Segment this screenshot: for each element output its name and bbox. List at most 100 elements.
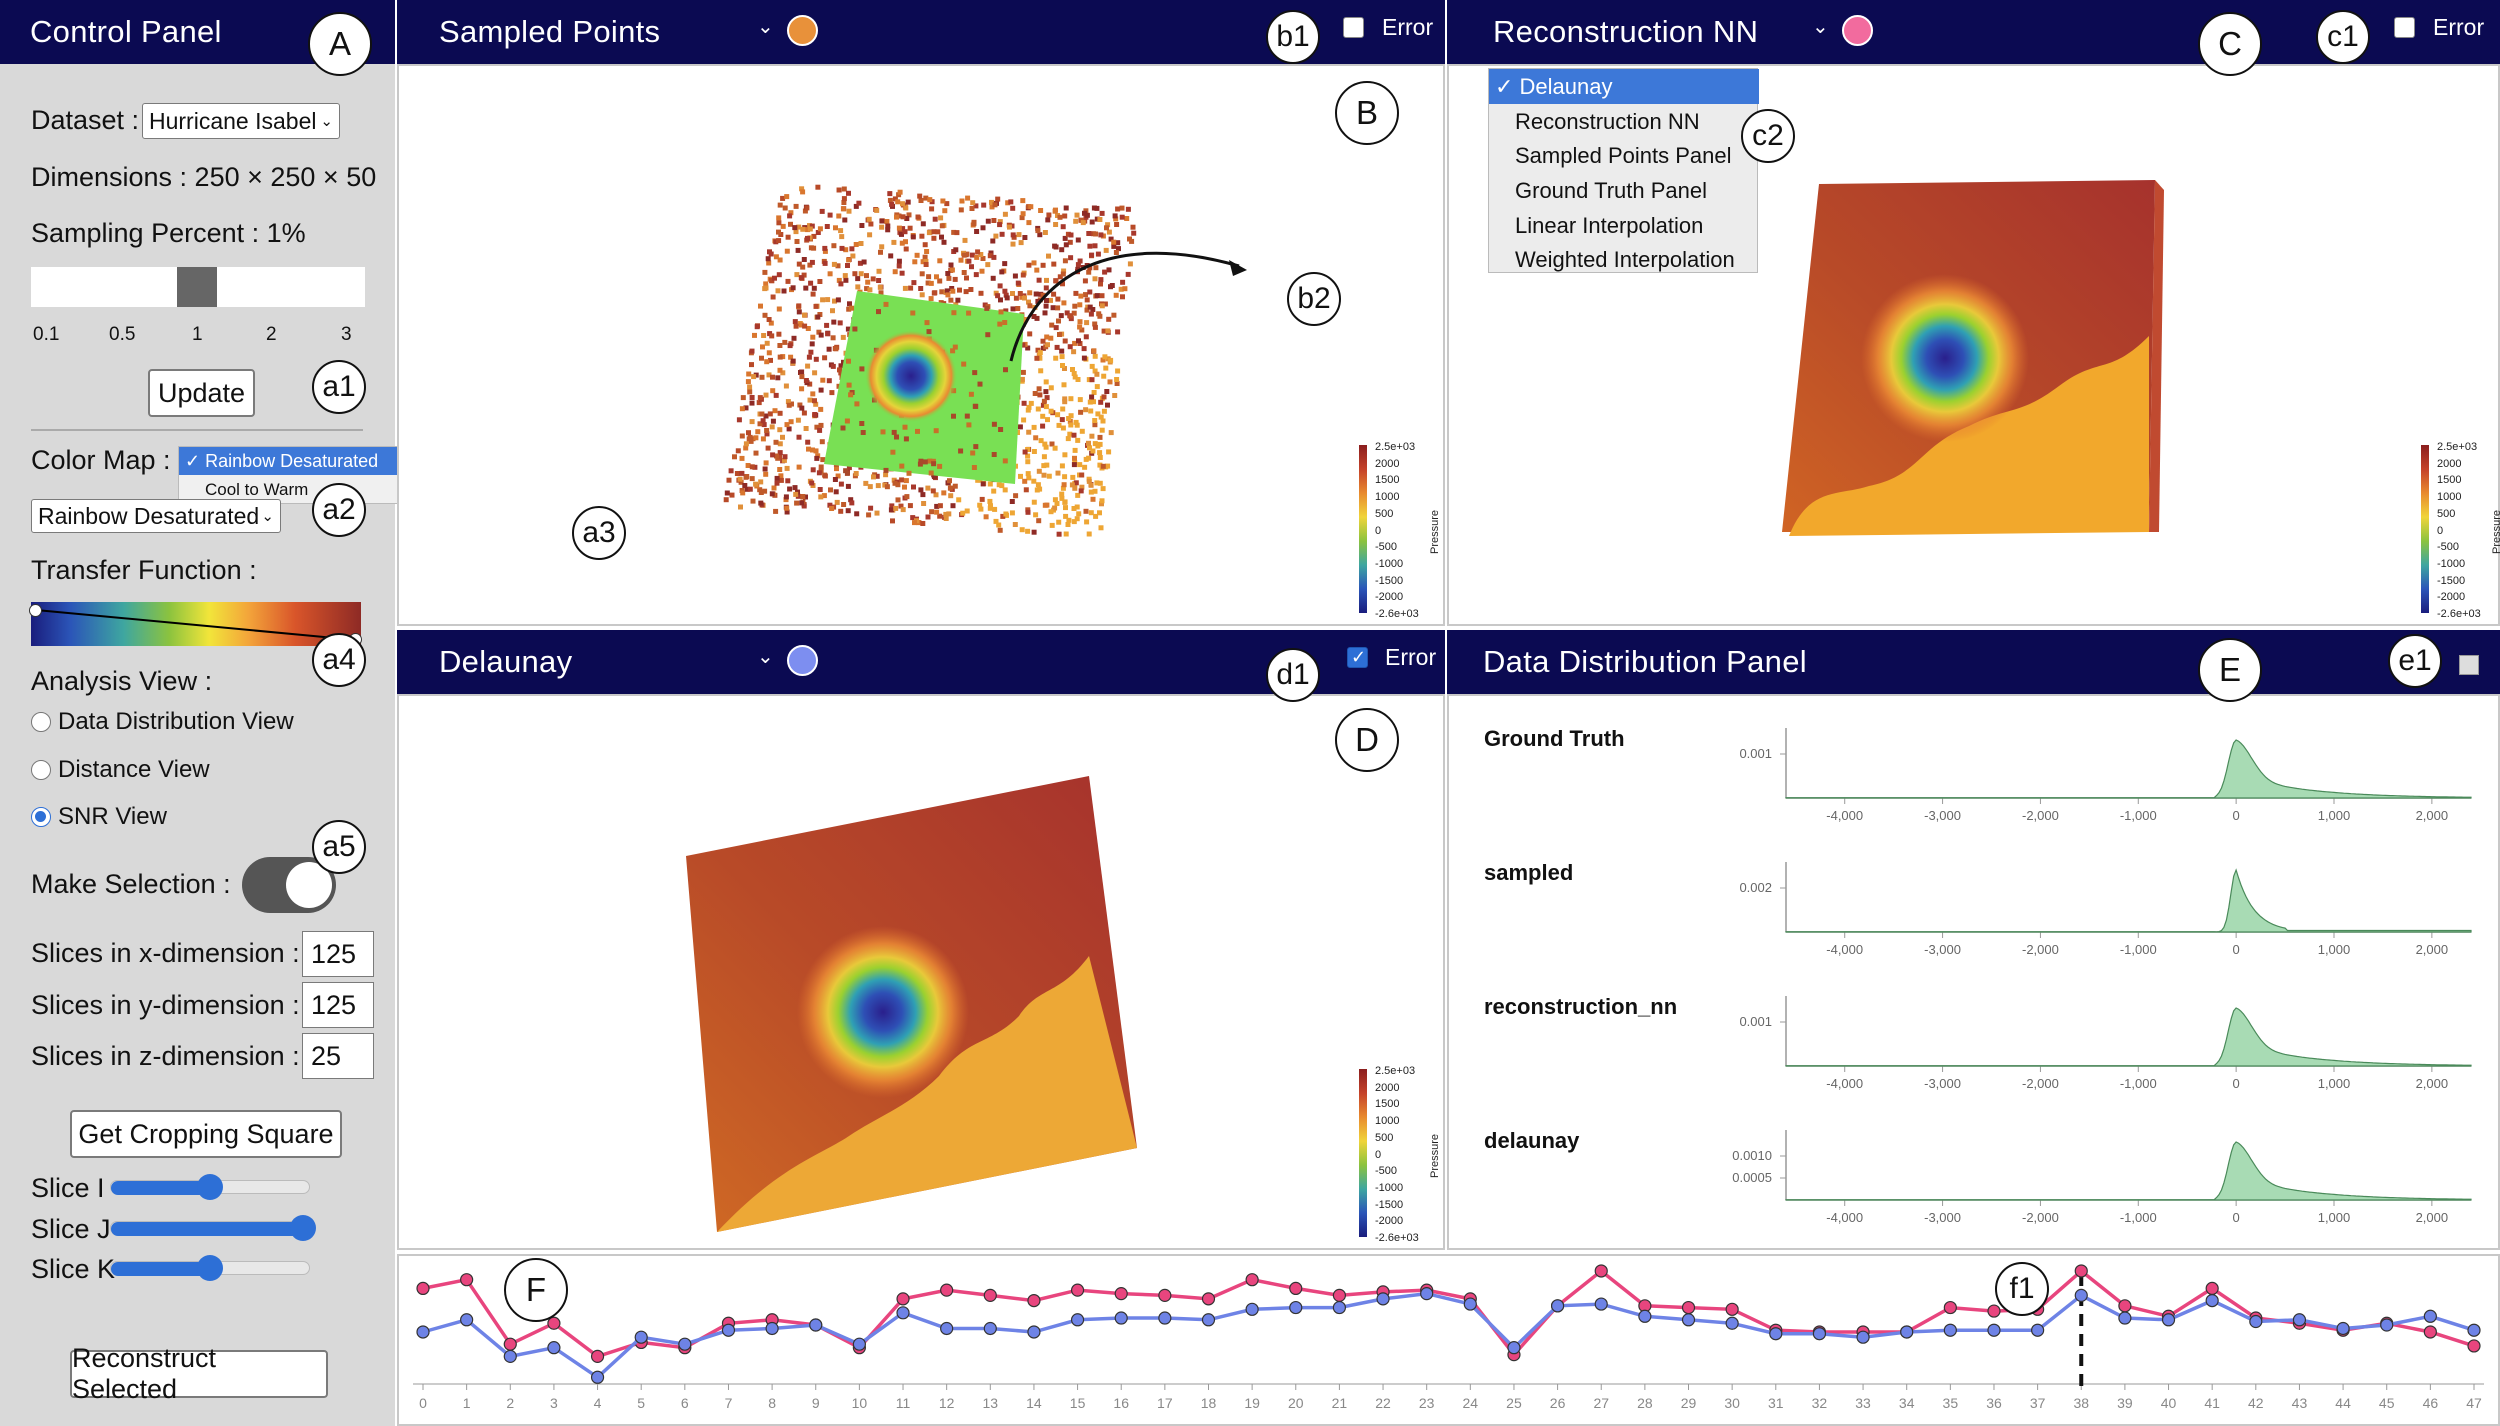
radio-distance[interactable] (31, 760, 51, 780)
distribution-plots: Ground Truth 0.001 -4,000 -3,000 -2,000 -1,00… (1484, 726, 2472, 1225)
chevron-down-icon[interactable]: ⌄ (757, 646, 774, 668)
dataset-select[interactable]: Hurricane Isabel ⌄ (142, 103, 340, 139)
update-button[interactable]: Update (148, 369, 255, 417)
get-cropping-square-button[interactable]: Get Cropping Square (70, 1110, 342, 1158)
sampling-slider-handle[interactable] (177, 267, 217, 307)
sample-point (978, 252, 984, 257)
sample-point (955, 297, 961, 303)
sample-point (805, 326, 811, 331)
sample-point (1101, 328, 1107, 334)
sample-point (747, 389, 753, 395)
sample-point (773, 439, 779, 445)
sample-point (1060, 224, 1066, 230)
sample-point (817, 279, 823, 284)
sampled-points-view[interactable]: 2.5e+03 2000 1500 1000 500 0 -500 -1000 -1500 -20… (397, 64, 1445, 626)
colorbar-tick-label: 500 (1375, 507, 1394, 520)
sample-point (891, 239, 897, 245)
slider-knob[interactable] (290, 1215, 317, 1241)
sample-point (1092, 422, 1098, 428)
sample-point (985, 332, 991, 338)
sample-point (922, 459, 928, 465)
error-checkbox[interactable] (1347, 647, 1368, 668)
sample-point (760, 344, 765, 350)
dropdown-item[interactable]: Reconstruction NN (1515, 108, 1700, 134)
error-checkbox[interactable] (1343, 17, 1364, 38)
reconstruction-nn-title: Reconstruction NN (1493, 14, 1759, 49)
sampling-slider[interactable] (31, 267, 365, 307)
sample-point (982, 302, 988, 308)
transfer-control-point[interactable] (29, 604, 42, 617)
dropdown-item[interactable]: Weighted Interpolation (1515, 246, 1735, 272)
reconstruction-nn-view[interactable]: ✓ Delaunay Reconstruction NN Sampled Poi… (1447, 64, 2500, 626)
color-map-select[interactable]: Rainbow Desaturated ⌄ (31, 499, 281, 533)
sample-point (831, 243, 837, 249)
sample-point (776, 215, 782, 221)
slice-i-slider[interactable] (110, 1174, 310, 1200)
dropdown-item[interactable]: Linear Interpolation (1515, 212, 1704, 238)
hurricane-eye (797, 926, 969, 1098)
slice-k-slider[interactable] (110, 1255, 310, 1281)
slices-y-input[interactable]: 125 (302, 982, 374, 1028)
sample-point (842, 217, 848, 223)
chevron-down-icon[interactable]: ⌄ (757, 16, 774, 38)
chevron-down-icon[interactable]: ⌄ (1812, 16, 1829, 38)
slider-knob[interactable] (197, 1174, 223, 1200)
dropdown-item[interactable]: ✓ Delaunay (1489, 69, 1759, 104)
sample-point (803, 426, 809, 431)
x-tick-label: -3,000 (1924, 808, 1961, 823)
x-tick-label: 9 (812, 1395, 820, 1411)
expand-icon[interactable] (2459, 655, 2479, 675)
distribution-view: Ground Truth 0.001 -4,000 -3,000 -2,000 -1,00… (1447, 694, 2500, 1250)
data-point (547, 1316, 561, 1330)
sample-point (751, 374, 757, 380)
reconstruct-selected-button[interactable]: Reconstruct Selected (70, 1343, 328, 1404)
sample-point (838, 508, 844, 514)
sample-point (828, 487, 833, 493)
sample-point (1043, 285, 1049, 291)
data-point (2423, 1325, 2437, 1339)
sample-point (811, 233, 817, 239)
sample-point (971, 465, 977, 470)
slider-knob[interactable] (197, 1255, 223, 1281)
dropdown-item[interactable]: Ground Truth Panel (1515, 177, 1708, 203)
color-map-option[interactable]: ✓ Rainbow Desaturated (179, 447, 399, 475)
sample-point (787, 343, 793, 349)
sample-point (790, 285, 796, 291)
slices-z-input[interactable]: 25 (302, 1033, 374, 1079)
sample-point (815, 230, 821, 235)
sample-point (829, 506, 835, 511)
slice-j-slider[interactable] (110, 1215, 317, 1241)
panel-color-dot[interactable] (1842, 15, 1873, 46)
sample-point (764, 431, 770, 437)
data-point (1550, 1299, 1565, 1313)
slices-x-input[interactable]: 125 (302, 931, 374, 977)
dataset-label: Dataset : (31, 105, 140, 135)
error-checkbox[interactable] (2394, 17, 2415, 38)
sample-point (1031, 260, 1037, 266)
sample-point (788, 221, 793, 227)
delaunay-view[interactable]: 2.5e+03 2000 1500 1000 500 0 -500 -1000 -1500 -20… (397, 694, 1445, 1250)
color-map-option[interactable]: Cool to Warm (205, 480, 309, 499)
data-point (416, 1325, 430, 1339)
transfer-function-editor[interactable] (29, 602, 362, 646)
sample-point (853, 242, 859, 247)
sample-point (858, 241, 864, 246)
data-point (1332, 1300, 1347, 1315)
dropdown-item[interactable]: Sampled Points Panel (1515, 142, 1732, 168)
sample-point (1059, 495, 1065, 501)
sample-point (1077, 397, 1083, 403)
data-point (1158, 1311, 1172, 1325)
panel-color-dot[interactable] (787, 645, 818, 676)
sample-point (887, 191, 893, 197)
sample-point (990, 275, 996, 281)
x-tick-label: 2 (506, 1395, 514, 1411)
sample-point (864, 273, 869, 279)
pressure-colorbar: 2.5e+03 2000 1500 1000 500 0 -500 -1000 -1500 -20… (2421, 439, 2500, 620)
radio-snr[interactable] (31, 807, 51, 827)
sample-point (1036, 353, 1042, 358)
x-tick-label: 27 (1593, 1395, 1609, 1411)
sample-point (762, 269, 768, 275)
sample-point (787, 213, 793, 219)
radio-data-distribution[interactable] (31, 712, 51, 732)
panel-color-dot[interactable] (787, 15, 818, 46)
